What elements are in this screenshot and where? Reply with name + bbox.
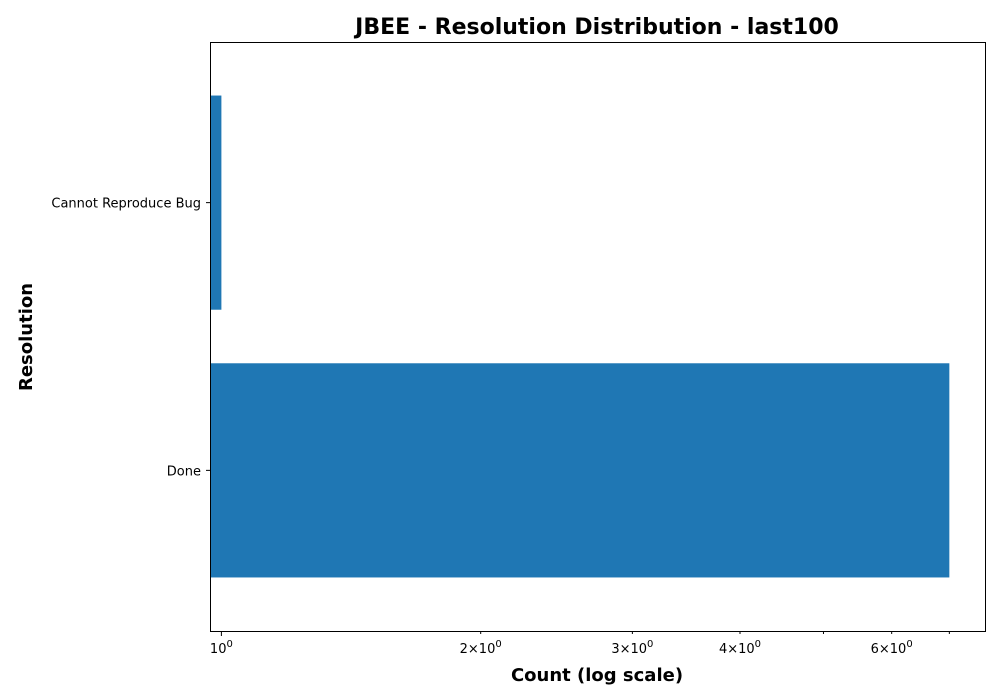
y-axis-ticks: Cannot Reproduce Bug Done — [51, 197, 210, 479]
bars-group — [210, 95, 950, 578]
y-axis-label: Resolution — [16, 283, 37, 391]
x-tick-label-2: 2×100 — [460, 639, 502, 657]
x-tick-label-6: 6×100 — [871, 639, 913, 657]
x-tick-label-4: 4×100 — [719, 639, 761, 657]
x-axis-ticks: 100 2×100 3×100 4×100 6×100 — [210, 631, 950, 657]
x-tick-label-3: 3×100 — [611, 639, 653, 657]
x-axis-label: Count (log scale) — [511, 665, 683, 686]
bar-cannot-reproduce-bug — [210, 95, 222, 310]
plot-frame — [210, 42, 986, 632]
chart-title: JBEE - Resolution Distribution - last100 — [353, 15, 839, 40]
y-tick-label-cannot-reproduce-bug: Cannot Reproduce Bug — [51, 197, 201, 212]
x-tick-label-1: 100 — [210, 639, 233, 657]
bar-done — [210, 363, 950, 578]
y-tick-label-done: Done — [167, 464, 201, 479]
